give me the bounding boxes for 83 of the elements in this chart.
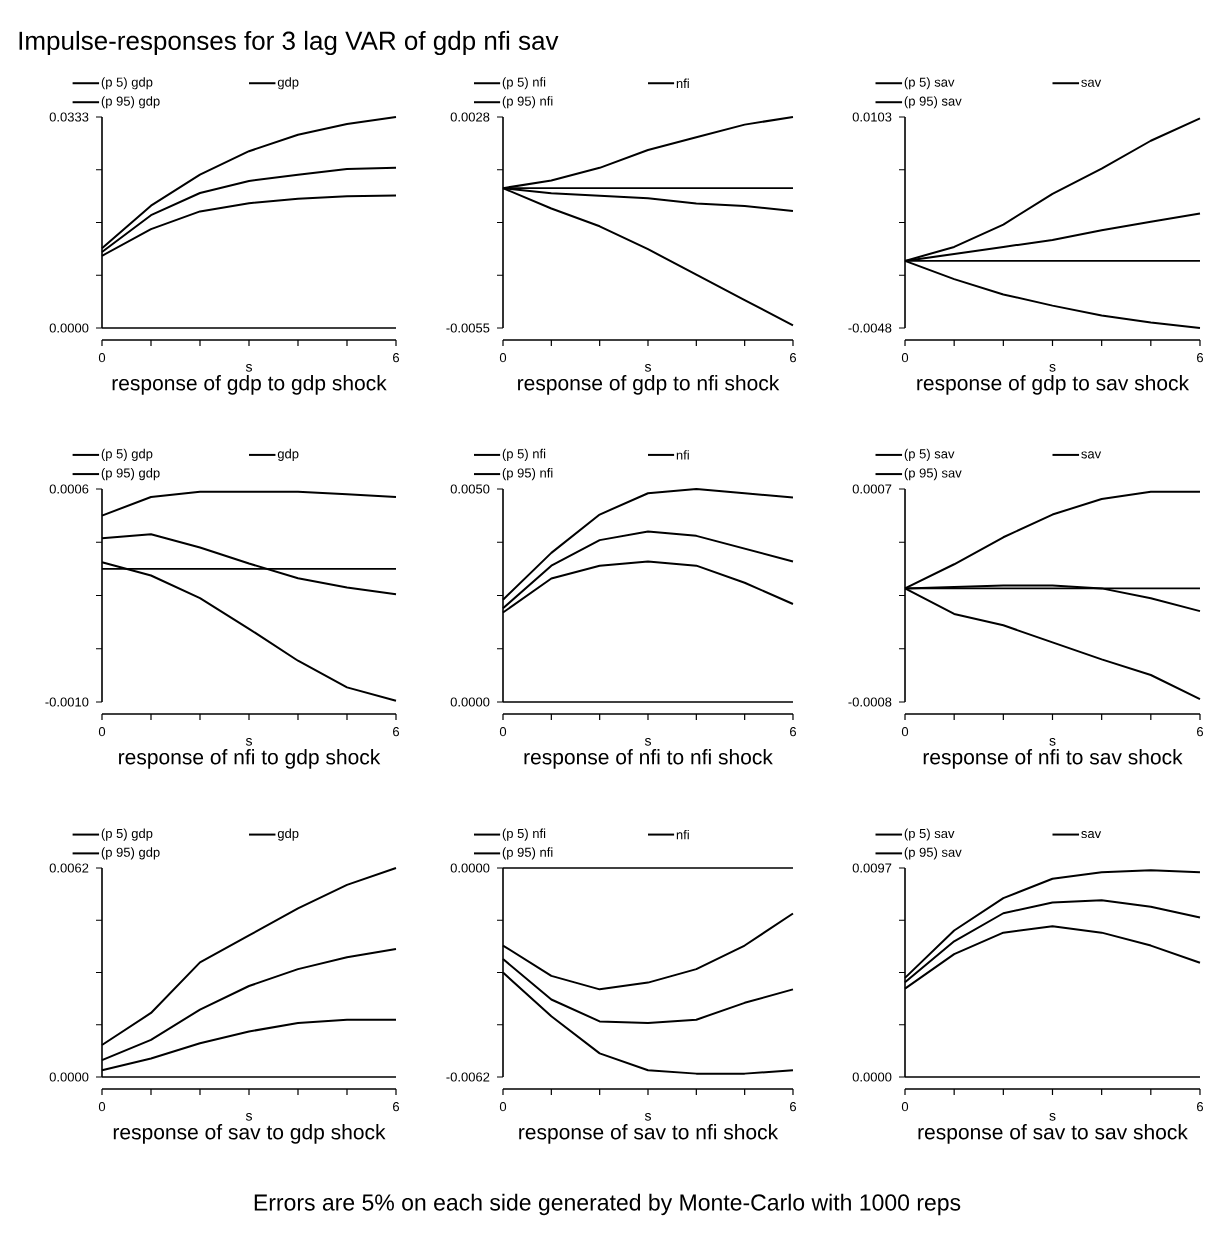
x-axis-title: s <box>245 364 252 372</box>
x-axis-title: s <box>1049 364 1056 372</box>
y-tick-label: 0.0000 <box>450 863 490 873</box>
y-tick-label: 0.0000 <box>49 323 89 333</box>
legend-label: sav <box>1081 451 1102 459</box>
x-tick-label: 0 <box>901 727 909 737</box>
legend-label: (p 95) nfi <box>502 96 553 109</box>
y-tick-label: 0.0050 <box>450 484 490 494</box>
x-tick-label: 6 <box>1197 727 1204 737</box>
legend-label: (p 95) sav <box>904 96 962 109</box>
x-tick-label: 0 <box>901 1102 909 1112</box>
legend-label: (p 5) sav <box>904 77 955 90</box>
y-tick-label: 0.0006 <box>49 484 89 494</box>
x-tick-label: 6 <box>790 353 797 363</box>
x-tick-label: 6 <box>393 353 400 363</box>
y-tick-label: 0.0000 <box>49 1072 89 1082</box>
legend-label: (p 95) nfi <box>502 847 553 860</box>
text: response of nfi to gdp shock <box>119 749 381 769</box>
x-tick-label: 6 <box>790 727 797 737</box>
text: response of gdp to gdp shock <box>112 375 387 395</box>
x-tick-label: 0 <box>98 727 106 737</box>
y-tick-label: 0.0028 <box>450 112 490 122</box>
legend-label: (p 95) gdp <box>101 96 160 109</box>
text: response of sav to gdp shock <box>113 1124 386 1144</box>
legend-label: (p 95) sav <box>904 468 962 481</box>
legend-label: (p 95) sav <box>904 847 962 860</box>
legend-label: nfi <box>676 829 689 840</box>
x-tick-label: 0 <box>499 353 507 363</box>
text: response of sav to sav shock <box>918 1124 1188 1144</box>
x-tick-label: 6 <box>790 1102 797 1112</box>
x-tick-label: 6 <box>1197 1102 1204 1112</box>
x-axis-title: s <box>644 364 651 372</box>
legend-label: (p 5) gdp <box>101 448 153 461</box>
y-tick-label: 0.0103 <box>852 112 892 122</box>
x-tick-label: 0 <box>499 727 507 737</box>
legend-label: (p 95) nfi <box>502 468 553 481</box>
x-tick-label: 0 <box>499 1102 507 1112</box>
x-tick-label: 6 <box>393 727 400 737</box>
y-tick-label: -0.0010 <box>45 697 89 707</box>
x-tick-label: 0 <box>901 353 909 363</box>
y-tick-label: 0.0062 <box>49 863 89 873</box>
x-axis-title: s <box>245 738 252 746</box>
y-tick-label: 0.0097 <box>852 863 892 873</box>
y-tick-label: 0.0007 <box>852 484 892 494</box>
x-tick-label: 0 <box>98 353 106 363</box>
legend-label: sav <box>1081 79 1102 87</box>
text: response of nfi to sav shock <box>923 749 1183 769</box>
legend-label: nfi <box>676 78 689 88</box>
text: Errors are 5% on each side generated by Monte-Carlo with 1000 reps <box>254 1193 961 1216</box>
text: response of nfi to nfi shock <box>524 749 773 769</box>
y-tick-label: 0.0333 <box>49 112 89 122</box>
y-tick-label: 0.0000 <box>450 697 490 707</box>
legend-label: (p 5) sav <box>904 448 955 461</box>
x-tick-label: 6 <box>1197 353 1204 363</box>
legend-label: gdp <box>277 828 299 841</box>
legend-label: gdp <box>277 448 299 461</box>
text: response of gdp to nfi shock <box>518 375 780 395</box>
text: response of sav to nfi shock <box>519 1124 779 1144</box>
x-axis-title: s <box>644 738 651 746</box>
x-axis-title: s <box>1049 738 1056 746</box>
x-axis-title: s <box>245 1113 252 1121</box>
legend-label: (p 5) gdp <box>101 828 153 841</box>
x-axis-title: s <box>644 1113 651 1121</box>
y-tick-label: -0.0055 <box>446 323 490 333</box>
legend-label: (p 5) nfi <box>502 448 546 461</box>
y-tick-label: 0.0000 <box>852 1072 892 1082</box>
y-tick-label: -0.0048 <box>848 323 892 333</box>
x-tick-label: 0 <box>98 1102 106 1112</box>
legend-label: (p 5) nfi <box>502 77 546 90</box>
legend-label: (p 95) gdp <box>101 468 160 481</box>
text: response of gdp to sav shock <box>917 375 1190 395</box>
legend-label: (p 5) sav <box>904 828 955 841</box>
y-tick-label: -0.0062 <box>446 1072 490 1082</box>
x-tick-label: 6 <box>393 1102 400 1112</box>
legend-label: (p 5) nfi <box>502 828 546 841</box>
legend-label: gdp <box>277 77 299 90</box>
legend-label: (p 5) gdp <box>101 77 153 90</box>
legend-label: (p 95) gdp <box>101 847 160 860</box>
text: Impulse-responses for 3 lag VAR of gdp nfi sav <box>19 30 559 56</box>
legend-label: sav <box>1081 831 1102 839</box>
x-axis-title: s <box>1049 1113 1056 1121</box>
y-tick-label: -0.0008 <box>848 697 892 707</box>
legend-label: nfi <box>676 450 689 460</box>
